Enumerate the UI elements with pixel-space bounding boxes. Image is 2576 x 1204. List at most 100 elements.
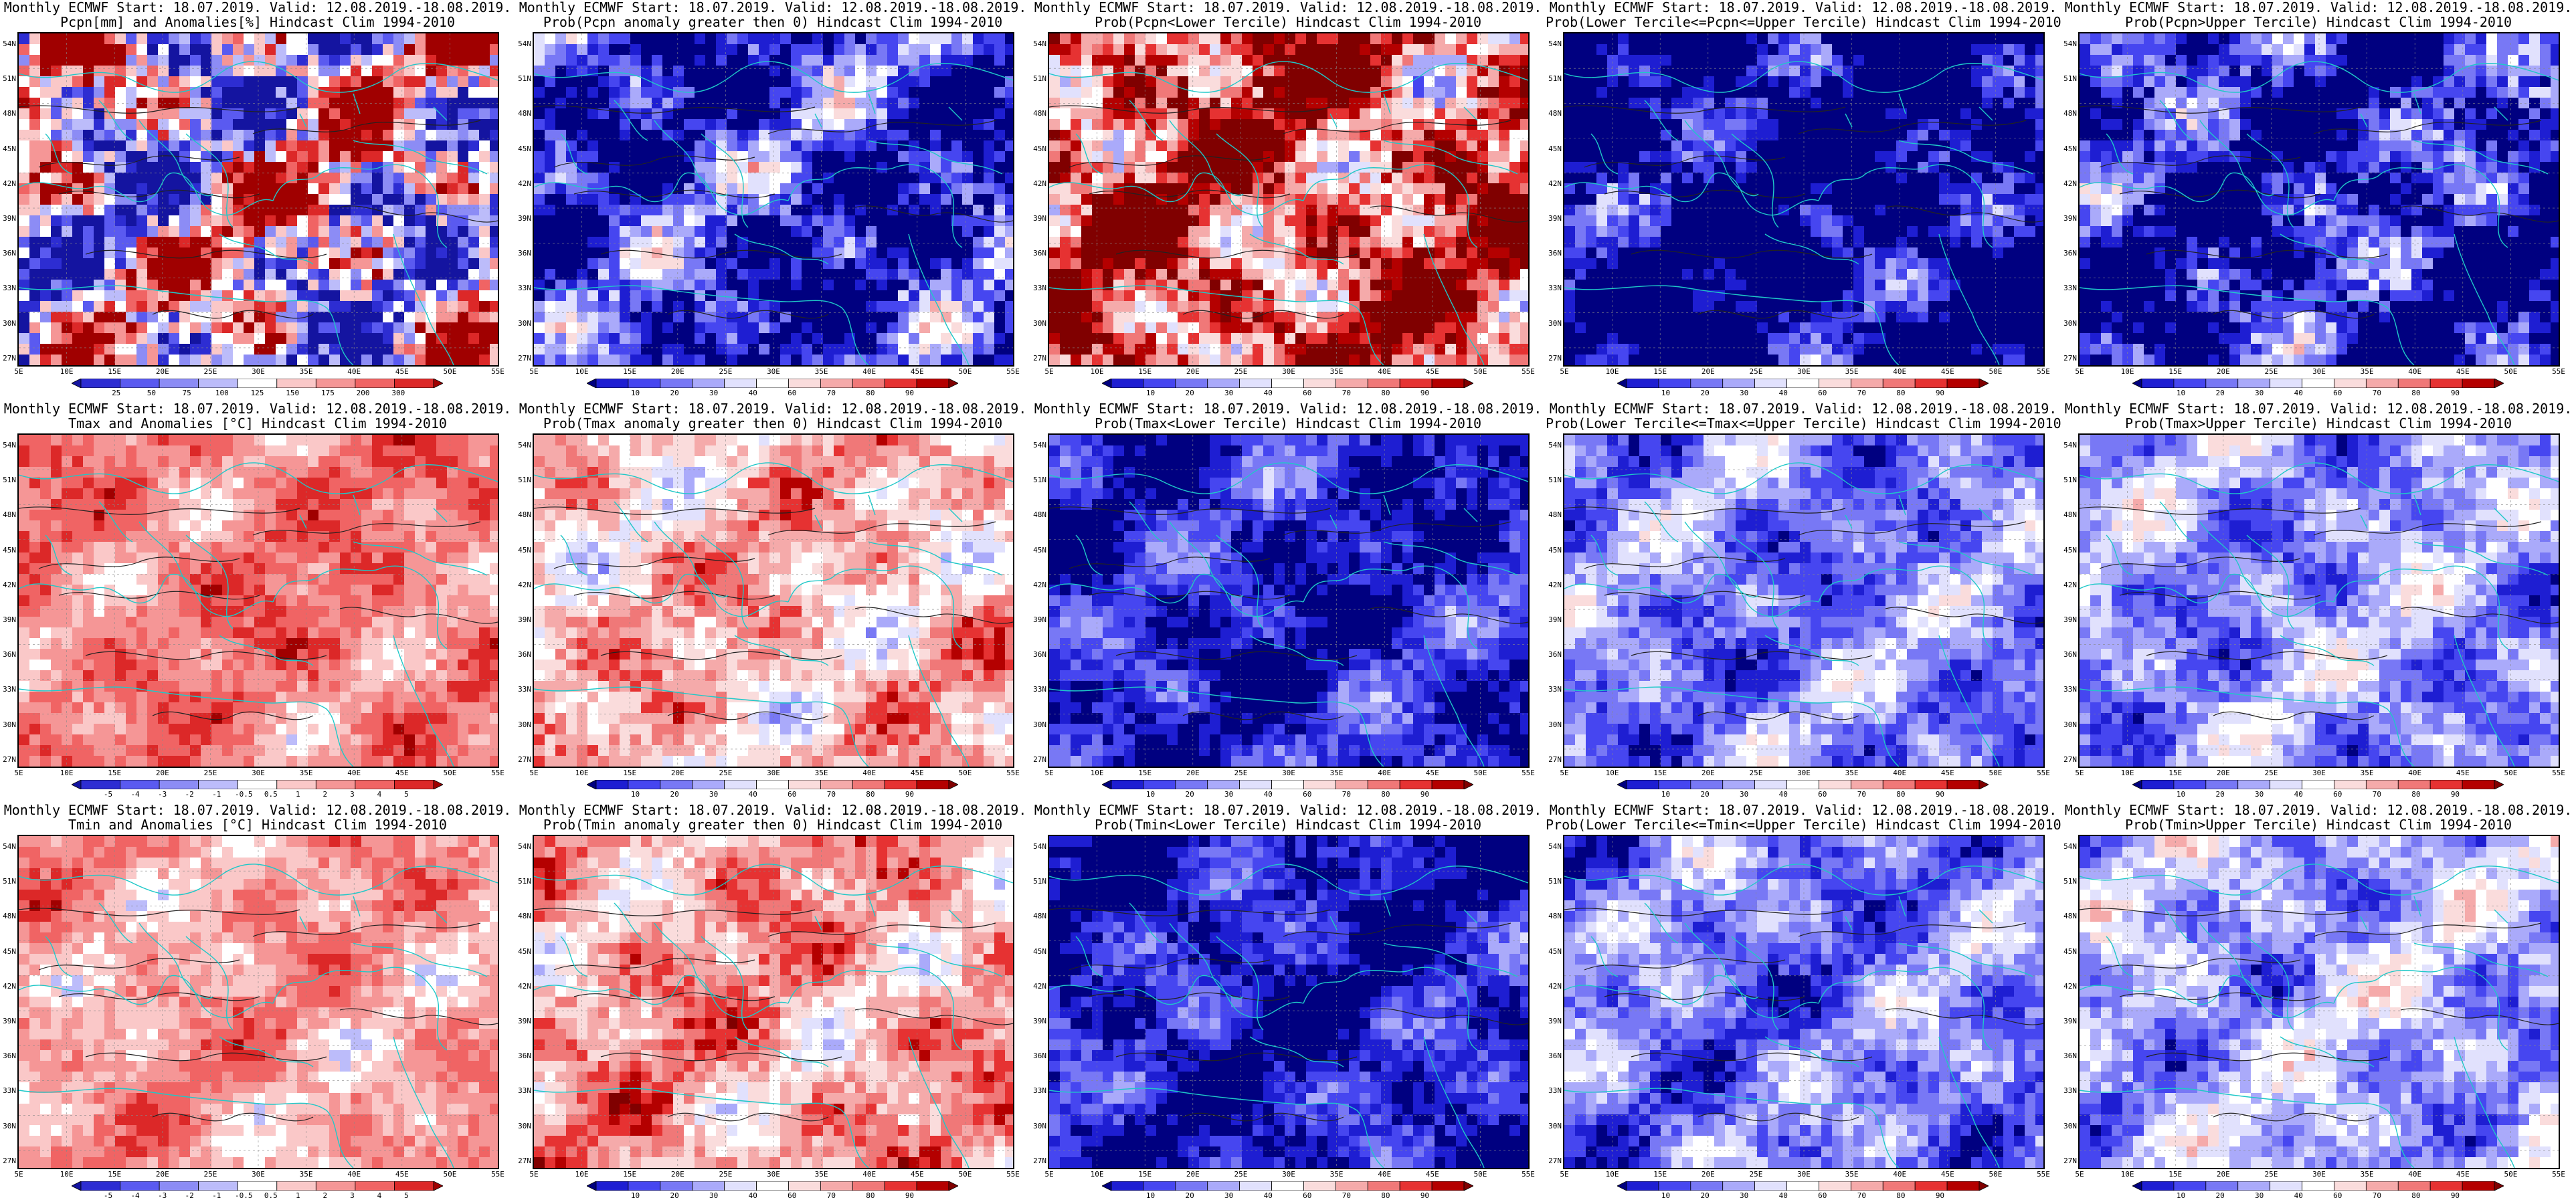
latitude-label: 27N: [0, 354, 16, 363]
colorbar-label: 70: [2363, 791, 2390, 799]
colorbar-label: 70: [1333, 1192, 1360, 1200]
forecast-map: [1048, 433, 1530, 768]
map-panel: Monthly ECMWF Start: 18.07.2019. Valid: …: [0, 0, 515, 401]
longitude-label: 25E: [1227, 769, 1254, 777]
longitude-label: 45E: [2450, 769, 2476, 777]
map-panel: Monthly ECMWF Start: 18.07.2019. Valid: …: [2061, 0, 2576, 401]
latitude-label: 51N: [1546, 476, 1562, 484]
forecast-map: [17, 835, 499, 1169]
longitude-label: 55E: [484, 769, 511, 777]
latitude-label: 51N: [1030, 75, 1046, 83]
panel-title: Monthly ECMWF Start: 18.07.2019. Valid: …: [2061, 401, 2576, 416]
latitude-label: 30N: [0, 720, 16, 729]
forecast-map: [533, 32, 1014, 367]
color-bar: [1617, 379, 1989, 388]
colorbar-label: 40: [1770, 1192, 1797, 1200]
longitude-label: 10E: [2114, 368, 2141, 376]
color-bar: [2132, 1181, 2504, 1191]
latitude-label: 45N: [1030, 947, 1046, 956]
colorbar-label: 40: [739, 389, 766, 397]
longitude-label: 15E: [616, 368, 643, 376]
longitude-label: 5E: [2066, 1171, 2093, 1179]
colorbar-label: 150: [279, 389, 306, 397]
longitude-label: 50E: [1467, 1171, 1493, 1179]
latitude-label: 33N: [0, 1087, 16, 1095]
latitude-label: 30N: [1546, 1122, 1562, 1130]
longitude-label: 10E: [2114, 769, 2141, 777]
latitude-label: 27N: [515, 1157, 531, 1165]
latitude-label: 45N: [515, 546, 531, 555]
colorbar-label: 4: [366, 1192, 393, 1200]
longitude-label: 50E: [1982, 769, 2009, 777]
color-bar: [1102, 1181, 1473, 1191]
map-canvas: [1564, 33, 2043, 365]
latitude-label: 48N: [515, 110, 531, 118]
longitude-label: 50E: [2497, 769, 2524, 777]
longitude-label: 50E: [436, 368, 463, 376]
latitude-label: 36N: [515, 651, 531, 659]
latitude-label: 48N: [0, 110, 16, 118]
longitude-label: 20E: [1180, 368, 1206, 376]
forecast-map: [1563, 835, 2045, 1169]
longitude-label: 40E: [856, 368, 883, 376]
longitude-label: 5E: [1551, 368, 1578, 376]
longitude-label: 55E: [1515, 368, 1542, 376]
colorbar-label: 40: [1255, 389, 1281, 397]
longitude-label: 45E: [1934, 769, 1961, 777]
latitude-label: 45N: [2061, 947, 2077, 956]
panel-title: Monthly ECMWF Start: 18.07.2019. Valid: …: [0, 401, 515, 416]
latitude-label: 36N: [1546, 651, 1562, 659]
longitude-label: 45E: [1419, 1171, 1446, 1179]
longitude-label: 50E: [1982, 368, 2009, 376]
latitude-label: 51N: [0, 476, 16, 484]
panel-title: Monthly ECMWF Start: 18.07.2019. Valid: …: [1546, 401, 2061, 416]
colorbar-label: 60: [1294, 791, 1321, 799]
latitude-label: 42N: [0, 179, 16, 188]
latitude-label: 36N: [1030, 1052, 1046, 1060]
longitude-label: 15E: [2162, 368, 2189, 376]
longitude-label: 20E: [1695, 1171, 1722, 1179]
color-bar: [1102, 780, 1473, 789]
color-bar: [587, 780, 958, 789]
colorbar-label: 30: [2246, 389, 2273, 397]
map-panel: Monthly ECMWF Start: 18.07.2019. Valid: …: [0, 803, 515, 1204]
longitude-label: 55E: [2030, 769, 2057, 777]
colorbar-label: 100: [209, 389, 236, 397]
latitude-label: 33N: [1546, 1087, 1562, 1095]
colorbar-label: 40: [1255, 791, 1281, 799]
latitude-label: 51N: [2061, 75, 2077, 83]
longitude-label: 55E: [1000, 368, 1026, 376]
colorbar-label: 70: [1848, 791, 1875, 799]
colorbar-label: 90: [2442, 1192, 2468, 1200]
colorbar-label: 4: [366, 791, 393, 799]
colorbar-label: 70: [1333, 791, 1360, 799]
longitude-label: 45E: [904, 368, 931, 376]
colorbar-label: 20: [661, 389, 688, 397]
map-panel: Monthly ECMWF Start: 18.07.2019. Valid: …: [0, 401, 515, 803]
latitude-label: 42N: [1030, 581, 1046, 589]
latitude-label: 39N: [515, 616, 531, 624]
latitude-label: 30N: [515, 720, 531, 729]
latitude-label: 39N: [515, 215, 531, 223]
latitude-label: 39N: [515, 1017, 531, 1025]
latitude-label: 51N: [0, 75, 16, 83]
latitude-label: 33N: [1546, 284, 1562, 292]
colorbar-label: 25: [103, 389, 130, 397]
longitude-label: 25E: [2258, 769, 2284, 777]
latitude-label: 54N: [1546, 40, 1562, 48]
longitude-label: 40E: [2401, 769, 2428, 777]
map-panel: Monthly ECMWF Start: 18.07.2019. Valid: …: [515, 0, 1030, 401]
colorbar-label: 30: [2246, 1192, 2273, 1200]
colorbar-label: 40: [1255, 1192, 1281, 1200]
longitude-label: 45E: [904, 769, 931, 777]
panel-title: Monthly ECMWF Start: 18.07.2019. Valid: …: [515, 803, 1030, 817]
colorbar-label: 5: [393, 791, 420, 799]
latitude-label: 39N: [2061, 215, 2077, 223]
latitude-label: 42N: [0, 581, 16, 589]
colorbar-label: 90: [896, 1192, 923, 1200]
longitude-label: 20E: [664, 769, 691, 777]
longitude-label: 20E: [149, 368, 176, 376]
panel-title: Monthly ECMWF Start: 18.07.2019. Valid: …: [1030, 803, 1546, 817]
latitude-label: 54N: [0, 441, 16, 449]
color-bar: [587, 379, 958, 388]
